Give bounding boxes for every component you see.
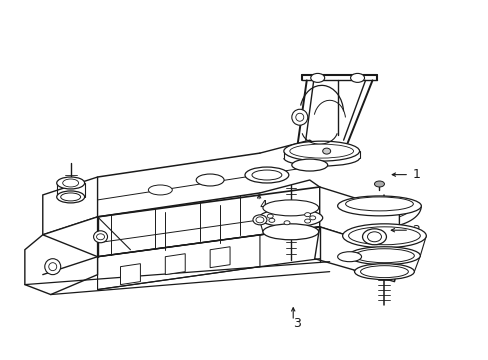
Ellipse shape	[322, 148, 330, 154]
Ellipse shape	[310, 73, 324, 82]
Polygon shape	[210, 247, 229, 268]
Ellipse shape	[354, 249, 413, 263]
Ellipse shape	[267, 214, 273, 218]
Ellipse shape	[283, 141, 359, 161]
Ellipse shape	[93, 231, 107, 243]
Ellipse shape	[289, 144, 353, 158]
Polygon shape	[42, 217, 98, 275]
Ellipse shape	[360, 266, 407, 278]
Ellipse shape	[255, 217, 264, 223]
Ellipse shape	[348, 227, 420, 245]
Polygon shape	[319, 187, 399, 252]
Ellipse shape	[304, 219, 310, 223]
Text: 3: 3	[293, 317, 301, 330]
Ellipse shape	[244, 167, 288, 183]
Ellipse shape	[348, 247, 420, 265]
Polygon shape	[120, 264, 140, 285]
Text: 1: 1	[412, 168, 420, 181]
Ellipse shape	[337, 196, 421, 216]
Text: 4: 4	[259, 199, 266, 212]
Ellipse shape	[354, 264, 413, 280]
Ellipse shape	[295, 113, 303, 121]
Ellipse shape	[49, 263, 57, 271]
Ellipse shape	[345, 197, 412, 211]
Ellipse shape	[291, 159, 327, 171]
Ellipse shape	[251, 170, 281, 180]
Polygon shape	[42, 177, 98, 235]
Ellipse shape	[61, 193, 81, 201]
Ellipse shape	[342, 224, 426, 248]
Ellipse shape	[148, 185, 172, 195]
Ellipse shape	[367, 232, 381, 242]
Text: 2: 2	[412, 224, 420, 237]
Polygon shape	[25, 235, 98, 294]
Ellipse shape	[57, 177, 84, 189]
Polygon shape	[98, 235, 260, 289]
Polygon shape	[314, 227, 399, 282]
Ellipse shape	[252, 215, 266, 225]
Ellipse shape	[291, 109, 307, 125]
Ellipse shape	[304, 213, 310, 217]
Ellipse shape	[62, 179, 79, 187]
Polygon shape	[165, 254, 185, 275]
Ellipse shape	[96, 234, 104, 240]
Ellipse shape	[362, 229, 386, 245]
Ellipse shape	[263, 200, 318, 216]
Ellipse shape	[263, 224, 318, 240]
Ellipse shape	[374, 181, 384, 187]
Ellipse shape	[309, 216, 315, 220]
Ellipse shape	[57, 191, 84, 203]
Ellipse shape	[196, 174, 224, 186]
Ellipse shape	[268, 219, 274, 222]
Ellipse shape	[350, 73, 364, 82]
Ellipse shape	[259, 209, 322, 227]
Ellipse shape	[284, 221, 289, 225]
Ellipse shape	[337, 252, 361, 262]
Ellipse shape	[45, 259, 61, 275]
